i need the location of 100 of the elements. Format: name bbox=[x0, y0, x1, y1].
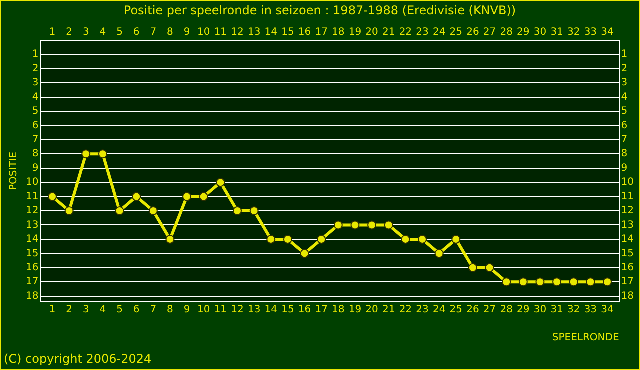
point bbox=[64, 206, 74, 216]
point bbox=[166, 234, 175, 244]
point bbox=[518, 278, 528, 287]
x2-tick-label: 5 bbox=[116, 304, 123, 316]
point bbox=[350, 220, 360, 230]
y2-tick-label: 14 bbox=[621, 234, 634, 246]
y-tick-label: 5 bbox=[32, 106, 39, 118]
x2-tick-label: 27 bbox=[483, 304, 496, 316]
point bbox=[115, 206, 124, 216]
point bbox=[216, 178, 226, 188]
x2-tick-label: 19 bbox=[348, 304, 362, 316]
point bbox=[434, 249, 444, 258]
y2-tick-label: 6 bbox=[621, 120, 628, 132]
text: (C) copyright 2006-2024 bbox=[4, 352, 152, 366]
x-tick-label: 8 bbox=[167, 26, 174, 38]
x-tick-label: 21 bbox=[382, 26, 396, 38]
x-tick-label: 15 bbox=[282, 26, 294, 38]
point bbox=[317, 234, 326, 244]
point bbox=[552, 278, 562, 287]
point bbox=[98, 150, 108, 159]
y2-tick-label: 8 bbox=[621, 148, 628, 160]
point bbox=[586, 278, 596, 287]
point bbox=[148, 206, 158, 216]
y-tick-label: 3 bbox=[32, 78, 39, 89]
x-tick-label: 14 bbox=[264, 26, 278, 38]
y-tick-label: 10 bbox=[26, 177, 39, 188]
point bbox=[502, 278, 512, 287]
x2-tick-label: 6 bbox=[133, 304, 140, 316]
x2-tick-label: 2 bbox=[66, 304, 73, 316]
y-tick-label: 8 bbox=[32, 148, 39, 160]
x-tick-label: 31 bbox=[550, 26, 564, 38]
y-tick-label: 6 bbox=[32, 120, 39, 132]
point bbox=[468, 263, 478, 272]
point bbox=[132, 192, 142, 202]
y2-tick-label: 7 bbox=[621, 134, 628, 146]
x-tick-label: 9 bbox=[184, 26, 190, 38]
y2-tick-label: 3 bbox=[621, 78, 628, 89]
x-tick-label: 25 bbox=[450, 26, 463, 38]
y-tick-label: 12 bbox=[26, 206, 39, 217]
point bbox=[266, 234, 276, 244]
x-tick-label: 28 bbox=[500, 26, 513, 38]
y2-tick-label: 15 bbox=[621, 248, 634, 260]
x2-tick-label: 12 bbox=[231, 304, 244, 316]
x-tick-label: 27 bbox=[483, 26, 496, 38]
y-tick-label: 11 bbox=[26, 191, 39, 202]
y-tick-label: 15 bbox=[26, 248, 39, 260]
x2-tick-label: 8 bbox=[167, 304, 174, 316]
x2-tick-label: 1 bbox=[49, 304, 56, 316]
x-tick-label: 18 bbox=[332, 26, 345, 38]
x2-tick-label: 10 bbox=[197, 304, 210, 316]
x2-tick-label: 15 bbox=[282, 304, 294, 316]
x-tick-label: 4 bbox=[100, 26, 106, 38]
x2-tick-label: 14 bbox=[264, 304, 278, 316]
x-tick-label: 3 bbox=[82, 26, 90, 38]
chart-title: Positie per speelronde in seizoen : 1987-1988 (Eredivisie (KNVB)) bbox=[124, 3, 516, 18]
x-tick-label: 11 bbox=[214, 26, 228, 38]
x-tick-label: 26 bbox=[466, 26, 480, 38]
x-tick-label: 12 bbox=[231, 26, 244, 38]
x2-tick-label: 33 bbox=[584, 304, 598, 316]
y2-tick-label: 12 bbox=[621, 206, 634, 217]
x-tick-label: 30 bbox=[534, 26, 547, 38]
x-tick-label: 13 bbox=[248, 26, 261, 38]
x2-tick-label: 22 bbox=[399, 304, 412, 316]
y2-tick-label: 17 bbox=[621, 276, 634, 288]
y2-tick-label: 4 bbox=[621, 92, 628, 103]
y2-tick-label: 16 bbox=[621, 262, 634, 274]
x-tick-label: 34 bbox=[601, 26, 614, 38]
y-tick-label: 17 bbox=[26, 276, 39, 288]
y2-tick-label: 5 bbox=[621, 106, 628, 118]
x2-tick-label: 29 bbox=[517, 304, 530, 316]
point bbox=[300, 249, 310, 258]
point bbox=[452, 234, 461, 244]
x2-tick-label: 32 bbox=[568, 304, 580, 316]
x2-tick-label: 31 bbox=[550, 304, 564, 316]
x-tick-label: 6 bbox=[133, 26, 140, 38]
y-tick-label: 16 bbox=[26, 262, 39, 274]
point bbox=[536, 278, 545, 287]
y-tick-label: 14 bbox=[26, 234, 39, 246]
x-tick-label: 23 bbox=[416, 26, 429, 38]
x2-tick-label: 24 bbox=[432, 304, 446, 316]
x2-tick-label: 7 bbox=[150, 304, 157, 316]
y-tick-label: 18 bbox=[26, 290, 39, 302]
x-tick-label: 29 bbox=[517, 26, 530, 38]
y2-tick-label: 11 bbox=[621, 191, 634, 202]
x2-tick-label: 34 bbox=[601, 304, 614, 316]
y-tick-label: 2 bbox=[32, 63, 39, 74]
point bbox=[418, 234, 427, 244]
x-tick-label: 24 bbox=[432, 26, 446, 38]
x-tick-label: 33 bbox=[584, 26, 598, 38]
x2-tick-label: 18 bbox=[332, 304, 345, 316]
point bbox=[82, 150, 91, 159]
point bbox=[250, 206, 259, 216]
point bbox=[569, 278, 578, 287]
point bbox=[199, 192, 208, 202]
point bbox=[182, 192, 192, 202]
x2-tick-label: 3 bbox=[82, 304, 90, 316]
y-tick-label: 13 bbox=[26, 220, 39, 231]
x2-tick-label: 13 bbox=[248, 304, 261, 316]
point bbox=[233, 206, 242, 216]
x2-tick-label: 4 bbox=[100, 304, 106, 316]
